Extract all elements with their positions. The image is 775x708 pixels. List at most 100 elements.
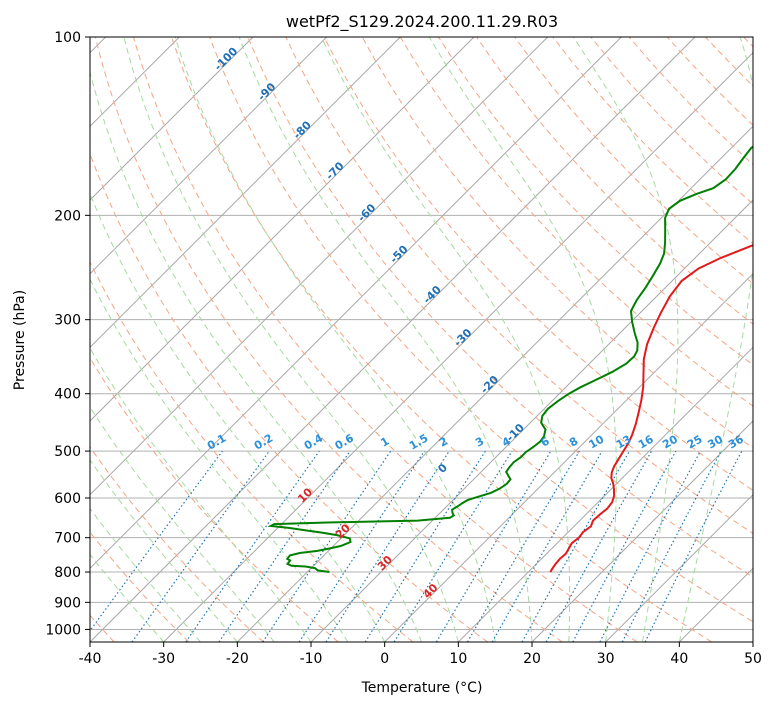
mixing-ratio-line (262, 450, 392, 642)
mixing-ratio-line (325, 450, 450, 642)
plot-frame (89, 36, 754, 643)
dry-adiabat-line (704, 37, 753, 87)
profile-series (267, 145, 753, 573)
background-lines (90, 37, 753, 642)
x-tick-label: -10 (300, 651, 323, 667)
chart-title: wetPf2_S129.2024.200.11.29.R03 (286, 12, 558, 32)
x-tick-label: -20 (226, 651, 249, 667)
dry-adiabat-line (285, 37, 753, 535)
isotherm-label: 10 (295, 485, 315, 505)
isotherm-line (90, 37, 328, 275)
mixing-ratio-line (435, 450, 552, 642)
mixing-ratio-label: 25 (685, 433, 705, 452)
dry-adiabat-line (323, 37, 753, 491)
mixing-ratio-line (466, 450, 580, 642)
dry-adiabat-line (90, 531, 190, 642)
mixing-ratio-label: 30 (705, 432, 725, 451)
x-tick-label: 30 (597, 651, 615, 667)
mixing-ratio-label: 6 (539, 434, 552, 449)
y-tick-label: 1000 (45, 622, 81, 638)
x-tick-label: 40 (670, 651, 688, 667)
mixing-ratio-label: 16 (636, 432, 656, 451)
isotherm-line (457, 346, 753, 642)
moist-adiabat-line (238, 37, 533, 642)
isotherm-label: -80 (291, 118, 314, 141)
isotherm-line (163, 51, 753, 642)
y-tick-label: 500 (54, 444, 81, 460)
dry-adiabat-line (90, 356, 339, 642)
x-tick-label: -40 (79, 651, 102, 667)
isotherm-line (384, 272, 753, 642)
y-tick-label: 400 (54, 387, 81, 403)
x-tick-label: 50 (744, 651, 762, 667)
y-axis-label: Pressure (hPa) (12, 290, 28, 390)
dry-adiabat-line (209, 37, 753, 623)
y-tick-label: 900 (54, 595, 81, 611)
moist-adiabat-line (123, 37, 459, 642)
dry-adiabat-line (171, 37, 712, 642)
isotherm-line (752, 641, 753, 642)
isotherm-label: -40 (421, 283, 444, 306)
profile-line (267, 145, 753, 573)
moist-adiabat-line (90, 459, 238, 642)
isotherm-label: -30 (451, 326, 474, 349)
profile-line (549, 244, 753, 573)
isotherm-line (310, 199, 753, 642)
moist-adiabat-line (90, 70, 422, 642)
mixing-ratio-label: 36 (726, 432, 746, 451)
mixing-ratio-line (644, 450, 743, 642)
x-tick-label: 10 (449, 651, 467, 667)
moist-adiabat-line (428, 37, 617, 642)
isotherm-line (605, 493, 753, 642)
isotherm-label: -20 (478, 373, 501, 396)
moist-adiabat-line (90, 192, 386, 642)
mixing-ratio-label: 10 (587, 432, 607, 451)
isotherm-line (90, 37, 475, 422)
mixing-ratio-label: 2 (437, 435, 450, 450)
mixing-ratio-label: 1.5 (407, 432, 430, 453)
moist-adiabat-line (174, 37, 496, 642)
mixing-ratio-line (521, 450, 631, 642)
y-tick-label: 200 (54, 208, 81, 224)
moist-adiabat-line (678, 37, 753, 642)
mixing-ratio-line (90, 450, 223, 632)
moist-adiabat-line (90, 406, 275, 642)
mixing-ratio-line (545, 450, 653, 642)
isotherm-label: -100 (212, 44, 241, 73)
x-tick-label: 20 (523, 651, 541, 667)
y-tick-label: 800 (54, 565, 81, 581)
isotherm-line (531, 420, 753, 642)
mixing-ratio-line (572, 450, 677, 642)
dry-adiabat-line (743, 37, 753, 48)
y-tick-label: 300 (54, 313, 81, 329)
mixing-ratio-line (298, 450, 425, 642)
isotherm-line (678, 567, 753, 642)
dry-adiabat-line (90, 152, 488, 642)
moist-adiabat-line (572, 37, 679, 642)
dry-adiabat-line (666, 37, 753, 126)
moist-adiabat-line (90, 347, 312, 642)
mixing-ratio-line (364, 450, 486, 642)
dry-adiabat-line (94, 37, 563, 642)
isotherm-label: 40 (421, 581, 441, 601)
mixing-ratio-line (218, 450, 351, 642)
isotherm-line (236, 125, 753, 642)
isotherm-line (90, 37, 696, 642)
mixing-ratio-label: 0.2 (252, 432, 275, 453)
mixing-ratio-line (185, 450, 320, 642)
isotherm-line (90, 37, 254, 201)
mixing-ratio-line (599, 450, 702, 642)
dry-adiabat-line (476, 37, 753, 325)
y-tick-label: 100 (54, 30, 81, 46)
isotherm-line (90, 37, 401, 349)
dry-adiabat-line (132, 37, 638, 642)
dry-adiabat-line (90, 260, 414, 642)
isotherm-label: -70 (323, 159, 346, 182)
mixing-ratio-line (131, 450, 270, 642)
mixing-ratio-label: 20 (660, 432, 680, 451)
x-tick-label: 0 (380, 651, 389, 667)
isotherm-line (90, 37, 549, 496)
y-tick-label: 700 (54, 531, 81, 547)
moist-adiabat-line (320, 37, 571, 642)
mixing-ratio-label: 0.4 (302, 431, 326, 452)
